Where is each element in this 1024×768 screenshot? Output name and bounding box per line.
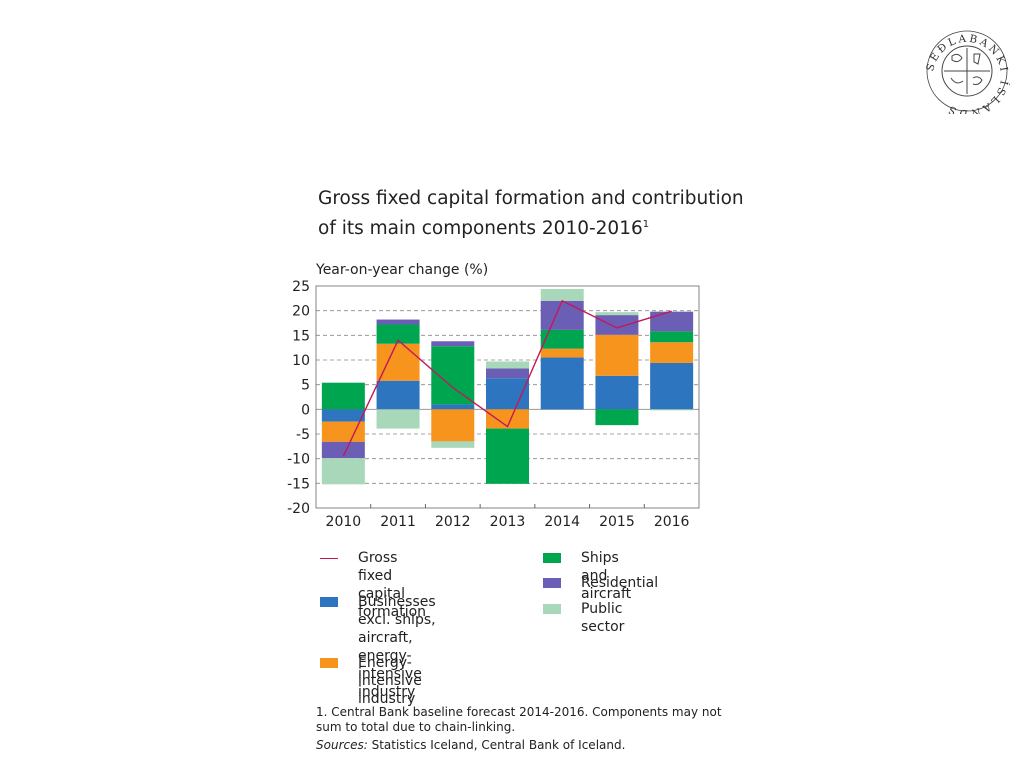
bar-public-2016 [650, 409, 694, 411]
y-axis-label: Year-on-year change (%) [316, 262, 489, 278]
x-tick-label: 2010 [326, 514, 362, 530]
chart-title: Gross fixed capital formation and contri… [318, 186, 744, 242]
y-tick-label: -20 [287, 501, 310, 517]
bar-energy-2013 [486, 409, 529, 429]
bar-public-2014 [540, 288, 584, 301]
title-line-1: Gross fixed capital formation and contri… [318, 188, 744, 209]
sources-label: Sources: [316, 738, 368, 752]
bar-businesses-2014 [540, 357, 584, 410]
bar-ships-2015 [595, 409, 639, 426]
bar-energy-2012 [431, 409, 475, 442]
bar-residential-2014 [540, 300, 584, 330]
x-tick-label: 2013 [490, 514, 526, 530]
bar-public-2015 [595, 312, 639, 316]
y-tick-label: -10 [287, 452, 310, 468]
bar-residential-2011 [376, 319, 420, 325]
y-tick-label: 15 [292, 328, 310, 344]
central-bank-seal-logo: SEÐLABANKI ÍSLANDS [924, 30, 1009, 114]
bar-residential-2013 [486, 368, 529, 379]
y-tick-label: -15 [287, 476, 310, 492]
bar-residential-2016 [650, 311, 694, 332]
bar-businesses-2015 [595, 375, 639, 410]
bar-residential-2015 [595, 315, 639, 335]
title-line-2: of its main components 2010-20161 [318, 212, 744, 242]
bar-ships-2011 [376, 324, 420, 344]
gfcf-line [342, 299, 672, 457]
y-tick-label: -5 [296, 427, 310, 443]
sources: Sources: Statistics Iceland, Central Ban… [316, 738, 625, 752]
title-footnote-mark: 1 [642, 219, 650, 230]
bar-public-2013 [486, 361, 529, 369]
bar-public-2011 [376, 409, 420, 429]
x-tick-label: 2014 [544, 514, 580, 530]
y-tick-label: 10 [292, 353, 310, 369]
sources-text: Statistics Iceland, Central Bank of Icel… [367, 738, 626, 752]
bar-businesses-2012 [431, 404, 475, 410]
title-line-2-text: of its main components 2010-2016 [318, 218, 643, 240]
bar-ships-2013 [486, 428, 529, 484]
x-tick-label: 2016 [654, 514, 690, 530]
bar-energy-2015 [595, 334, 639, 376]
y-tick-label: 0 [301, 402, 310, 418]
x-tick-label: 2012 [435, 514, 471, 530]
bar-public-2012 [431, 441, 475, 448]
bar-businesses-2016 [650, 362, 694, 410]
bar-energy-2014 [540, 348, 584, 358]
y-tick-label: 5 [301, 378, 310, 394]
y-tick-label: 20 [292, 304, 310, 320]
bar-residential-2010 [321, 441, 365, 459]
bar-residential-2012 [431, 341, 475, 347]
bar-ships-2014 [540, 329, 584, 349]
bar-businesses-2013 [486, 378, 529, 410]
bar-energy-2010 [321, 421, 365, 442]
bar-businesses-2011 [376, 380, 420, 410]
footnote: 1. Central Bank baseline forecast 2014-2… [316, 705, 722, 734]
bar-ships-2016 [650, 331, 694, 343]
y-tick-label: 25 [292, 279, 310, 295]
bar-ships-2010 [321, 382, 365, 410]
bar-businesses-2010 [321, 409, 365, 422]
plot-frame [315, 285, 700, 509]
bar-energy-2016 [650, 342, 694, 363]
bar-energy-2011 [376, 343, 420, 381]
x-tick-label: 2015 [599, 514, 635, 530]
bar-public-2010 [321, 458, 365, 485]
x-tick-label: 2011 [380, 514, 416, 530]
